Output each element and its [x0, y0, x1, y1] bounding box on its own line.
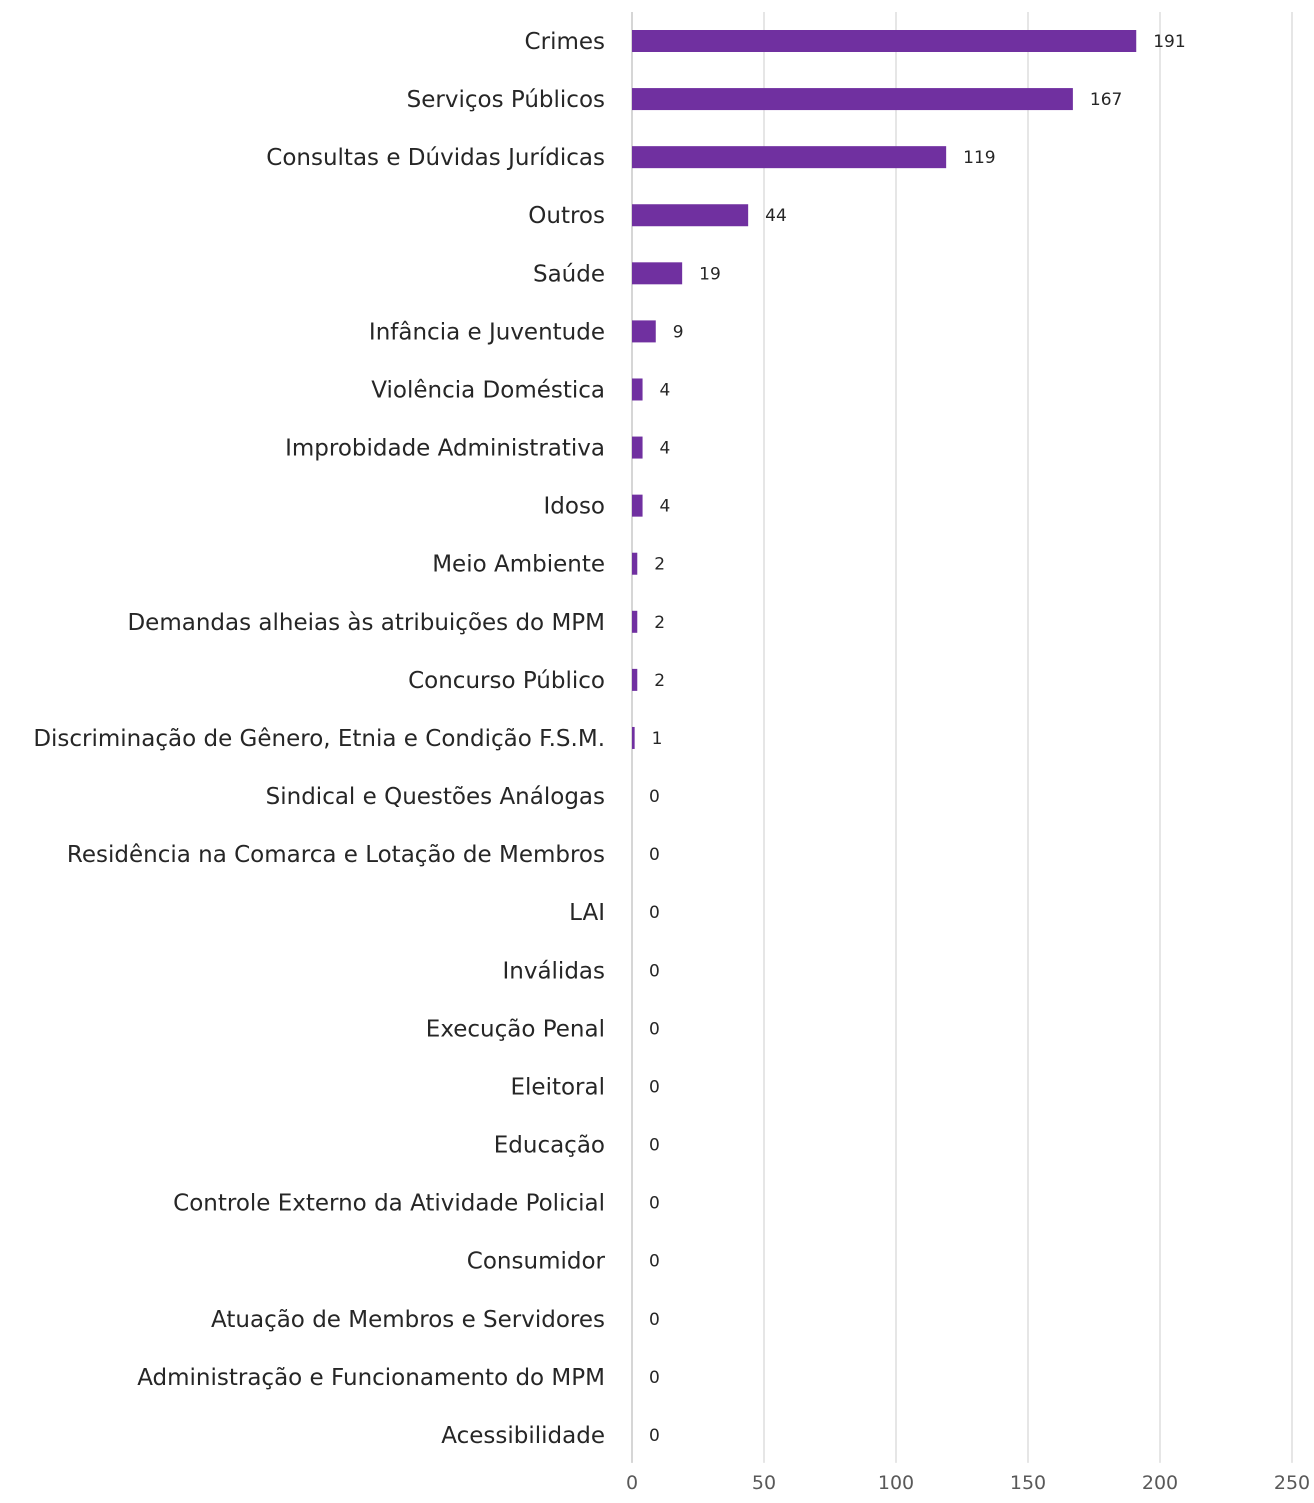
x-tick-label: 200	[1142, 1472, 1178, 1494]
category-label: Concurso Público	[408, 668, 605, 694]
data-label: 0	[649, 845, 660, 865]
bar	[632, 262, 683, 285]
data-label: 0	[649, 1426, 660, 1446]
data-label: 1	[652, 729, 663, 749]
data-label: 2	[654, 671, 665, 691]
x-tick-label: 100	[878, 1472, 914, 1494]
bar	[632, 552, 638, 575]
category-label: Administração e Funcionamento do MPM	[137, 1365, 605, 1391]
category-label: Execução Penal	[426, 1016, 605, 1042]
data-label: 19	[699, 264, 721, 284]
data-label: 2	[654, 613, 665, 633]
bar	[632, 610, 638, 633]
category-label: Improbidade Administrativa	[285, 436, 605, 462]
data-label: 0	[649, 787, 660, 807]
category-label: Consumidor	[467, 1249, 606, 1275]
category-labels: Crimes Serviços Públicos Consultas e Dúvid…	[33, 29, 605, 1449]
category-label: Demandas alheias às atribuições do MPM	[127, 610, 605, 636]
bars	[632, 30, 1137, 749]
bar	[632, 204, 749, 227]
data-label: 0	[649, 1368, 660, 1388]
category-label: Acessibilidade	[441, 1423, 605, 1449]
data-label: 4	[660, 497, 671, 517]
bar	[632, 320, 656, 343]
category-label: Discriminação de Gênero, Etnia e Condiçã…	[33, 726, 605, 752]
category-label: Atuação de Membros e Servidores	[211, 1307, 605, 1333]
x-tick-labels: 0 50 100 150 200 250	[626, 1472, 1310, 1494]
category-label: Consultas e Dúvidas Jurídicas	[266, 145, 605, 171]
data-label: 0	[649, 1310, 660, 1330]
data-label: 4	[660, 380, 671, 400]
bar	[632, 146, 947, 169]
category-label: Residência na Comarca e Lotação de Membr…	[67, 842, 605, 868]
bar	[632, 378, 643, 401]
category-label: Violência Doméstica	[371, 377, 605, 403]
bar	[632, 436, 643, 459]
category-label: Controle Externo da Atividade Policial	[173, 1191, 605, 1217]
category-label: Meio Ambiente	[432, 552, 605, 578]
category-label: Serviços Públicos	[407, 87, 605, 113]
bar	[632, 88, 1073, 111]
data-label: 0	[649, 903, 660, 923]
x-tick-label: 150	[1010, 1472, 1046, 1494]
x-tick-label: 50	[752, 1472, 776, 1494]
data-label: 4	[660, 439, 671, 459]
category-label: Infância e Juventude	[369, 319, 605, 345]
x-tick-label: 0	[626, 1472, 638, 1494]
data-label: 0	[649, 1194, 660, 1214]
data-label: 119	[963, 148, 995, 168]
category-label: Idoso	[543, 494, 605, 520]
data-label: 0	[649, 1077, 660, 1097]
data-label: 44	[765, 206, 787, 226]
data-label: 2	[654, 555, 665, 575]
category-label: Saúde	[533, 261, 605, 287]
data-label: 0	[649, 1252, 660, 1272]
bar	[632, 494, 643, 517]
data-label: 167	[1090, 90, 1122, 110]
category-label: Sindical e Questões Análogas	[266, 784, 605, 810]
category-label: Eleitoral	[511, 1074, 606, 1100]
category-label: Educação	[494, 1133, 605, 1159]
data-label: 0	[649, 1019, 660, 1039]
category-label: Crimes	[525, 29, 605, 55]
x-tick-label: 250	[1274, 1472, 1310, 1494]
data-label: 9	[673, 322, 684, 342]
data-label: 191	[1153, 32, 1185, 52]
bar	[632, 726, 635, 749]
gridlines	[763, 12, 1293, 1463]
data-label: 0	[649, 961, 660, 981]
bar	[632, 30, 1137, 52]
data-label: 0	[649, 1136, 660, 1156]
bar	[632, 668, 638, 691]
category-label: LAI	[569, 900, 605, 926]
category-label: Outros	[528, 203, 605, 229]
category-label: Inválidas	[502, 958, 605, 984]
